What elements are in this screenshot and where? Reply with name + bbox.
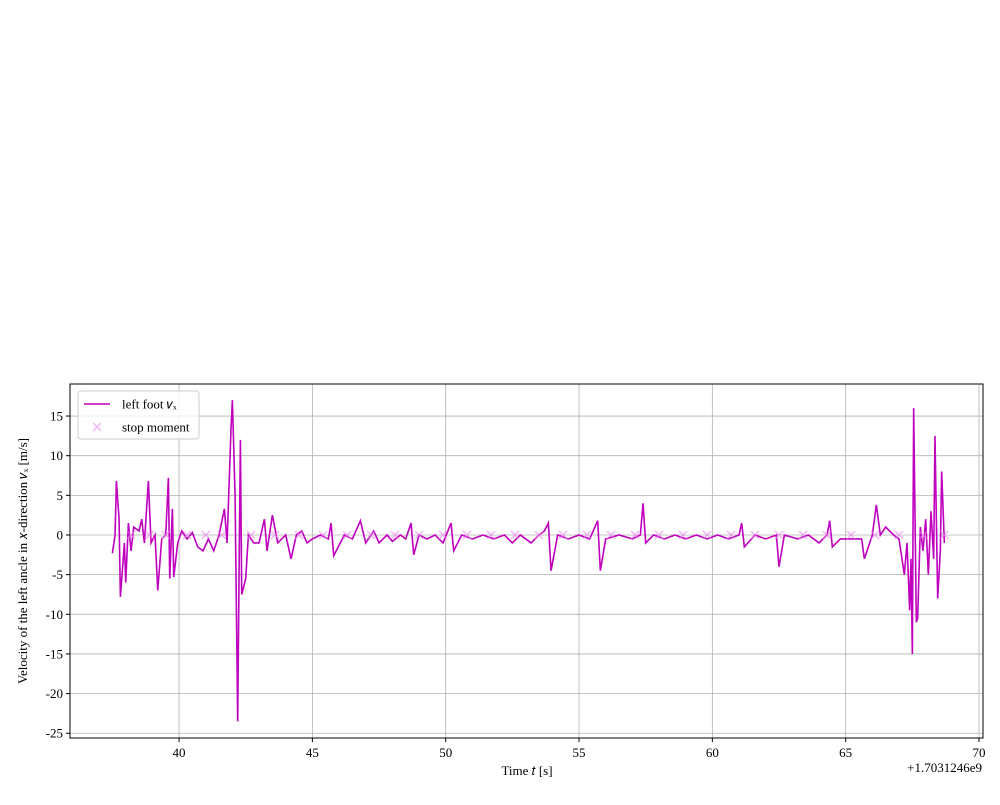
data-line: [111, 400, 946, 722]
data-point: [726, 530, 736, 540]
legend-box: [77, 390, 200, 440]
y-tick-label: 0: [57, 527, 64, 542]
y-tick-label: -25: [46, 726, 63, 741]
x-tick-label: 65: [839, 745, 852, 760]
data-point: [145, 530, 155, 540]
data-point: [606, 530, 616, 540]
data-point: [126, 530, 136, 540]
x-tick-label: 50: [439, 745, 452, 760]
x-offset-label: +1.7031246e9: [907, 760, 982, 775]
data-point: [558, 530, 568, 540]
y-tick-label: 15: [50, 409, 63, 424]
legend-label: stop moment: [122, 420, 190, 435]
data-point: [486, 530, 496, 540]
data-point: [939, 530, 949, 540]
data-point: [750, 530, 760, 540]
data-point: [534, 530, 544, 540]
y-tick-label: -10: [46, 607, 63, 622]
y-tick-label: -20: [46, 686, 63, 701]
data-point: [217, 530, 227, 540]
data-point: [462, 530, 472, 540]
data-point: [702, 530, 712, 540]
x-tick-label: 60: [706, 745, 719, 760]
data-point: [318, 530, 328, 540]
data-point: [918, 530, 928, 540]
data-point: [390, 530, 400, 540]
legend-marker: [92, 422, 102, 432]
legend-label: left foot 𝑣ₓ: [122, 397, 177, 412]
y-tick-label: 10: [50, 448, 63, 463]
data-point: [846, 530, 856, 540]
y-axis-label: Velocity of the left ancle in 𝑥-directio…: [15, 438, 30, 684]
data-point: [366, 530, 376, 540]
data-point: [270, 530, 280, 540]
x-tick-label: 45: [306, 745, 319, 760]
data-point: [894, 530, 904, 540]
plot-frame: [69, 383, 984, 739]
data-point: [870, 530, 880, 540]
data-point: [582, 530, 592, 540]
data-point: [246, 530, 256, 540]
data-point: [822, 530, 832, 540]
data-point: [201, 530, 211, 540]
x-axis-label: Time 𝑡 [s]: [501, 763, 552, 778]
y-tick-label: 5: [57, 488, 64, 503]
x-tick-label: 40: [173, 745, 186, 760]
data-point: [630, 530, 640, 540]
data-point: [182, 530, 192, 540]
data-point: [161, 530, 171, 540]
data-point: [774, 530, 784, 540]
x-tick-label: 70: [973, 745, 986, 760]
data-point: [510, 530, 520, 540]
x-tick-label: 55: [573, 745, 586, 760]
y-tick-label: -15: [46, 646, 63, 661]
data-point: [798, 530, 808, 540]
data-point: [342, 530, 352, 540]
data-point: [678, 530, 688, 540]
data-point: [414, 530, 424, 540]
data-point: [654, 530, 664, 540]
data-point: [294, 530, 304, 540]
data-point: [438, 530, 448, 540]
y-tick-label: -5: [52, 567, 63, 582]
